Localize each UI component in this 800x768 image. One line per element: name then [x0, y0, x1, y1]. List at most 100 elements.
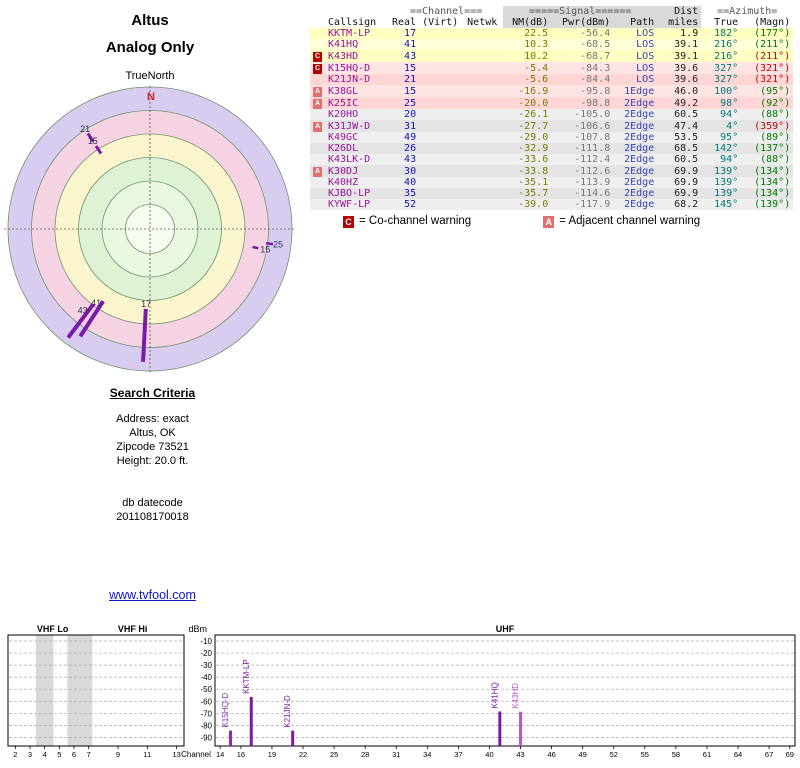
real-channel-cell: 26 [404, 143, 417, 154]
real-channel-cell: 17 [404, 28, 417, 39]
magnetic-azimuth-cell: (89°) [760, 132, 791, 143]
callsign-cell: K40HZ [328, 177, 359, 188]
table-row: K49GC 49 -29.0 -107.8 2Edge 53.5 95° (89°) [310, 132, 794, 143]
adjacent-channel-warning-icon: A [313, 87, 322, 97]
table-row: KKTM-LP 17 22.5 -56.4 LOS 1.9 182° (177°) [310, 28, 794, 39]
power-cell: -111.8 [574, 143, 611, 154]
virtual-channel-cell [419, 50, 461, 62]
warning-cell [310, 199, 325, 210]
virtual-channel-cell [419, 62, 461, 74]
warning-cell [310, 39, 325, 50]
radar-signal-spoke [265, 242, 274, 246]
search-criteria-title: Search Criteria [109, 386, 196, 400]
nm-cell: -20.0 [518, 97, 549, 109]
channel-tick-label: 49 [579, 750, 587, 759]
warning-cell: C [310, 62, 325, 74]
vhf-skip-band [35, 635, 54, 746]
channel-tick-label: 40 [485, 750, 493, 759]
virtual-channel-cell [419, 154, 461, 165]
adjacent-channel-warning-icon: A [313, 122, 322, 132]
signal-bar [519, 711, 523, 746]
column-header [310, 17, 325, 28]
warning-cell [310, 154, 325, 165]
nm-cell: 10.3 [524, 39, 549, 50]
co-channel-warning-icon: C [313, 64, 322, 74]
radar-channel-label: 15 [88, 136, 98, 146]
uhf-panel [214, 634, 796, 747]
y-tick-label: -30 [200, 661, 212, 670]
nm-cell: -35.1 [518, 177, 549, 188]
magnetic-azimuth-cell: (88°) [760, 109, 791, 120]
network-cell [461, 188, 503, 199]
network-cell [461, 109, 503, 120]
channel-tick-label: 31 [392, 750, 400, 759]
real-channel-cell: 15 [404, 85, 417, 97]
column-header: NM(dB) [503, 17, 552, 28]
column-header: Real [392, 17, 417, 28]
network-cell [461, 177, 503, 188]
y-tick-label: -40 [200, 673, 212, 682]
path-cell: LOS [636, 62, 655, 74]
power-cell: -107.8 [574, 132, 611, 143]
true-azimuth-cell: 94° [720, 109, 739, 120]
channel-tick-label: 13 [172, 750, 180, 759]
nm-cell: -5.6 [524, 74, 549, 85]
nm-cell: -35.7 [518, 188, 549, 199]
nm-cell: -5.4 [524, 62, 549, 74]
distance-cell: 49.2 [674, 97, 699, 109]
table-row: K26DL 26 -32.9 -111.8 2Edge 68.5 142° (137°) [310, 143, 794, 154]
radar-channel-label: 17 [141, 299, 151, 309]
channel-tick-label: 6 [72, 750, 76, 759]
group-header-dist: Dist [657, 6, 702, 17]
vhf-hi-label: VHF Hi [118, 624, 148, 634]
callsign-cell: K31JW-D [328, 120, 371, 132]
network-cell [461, 28, 503, 39]
network-cell [461, 85, 503, 97]
channel-tick-label: 55 [641, 750, 649, 759]
magnetic-azimuth-cell: (321°) [754, 62, 791, 74]
channel-tick-label: 7 [87, 750, 91, 759]
distance-cell: 69.9 [674, 177, 699, 188]
channel-tick-label: 58 [672, 750, 680, 759]
channel-tick-label: 64 [734, 750, 742, 759]
path-cell: 2Edge [624, 143, 655, 154]
true-north-label: TrueNorth [125, 70, 175, 82]
path-cell: 2Edge [624, 177, 655, 188]
channel-axis-label: Channel [181, 750, 211, 759]
real-channel-cell: 30 [404, 165, 417, 177]
nm-cell: 22.5 [524, 28, 549, 39]
callsign-cell: K41HQ [328, 39, 359, 50]
table-row: K40HZ 40 -35.1 -113.9 2Edge 69.9 139° (134°) [310, 177, 794, 188]
signal-bar [229, 730, 233, 746]
callsign-cell: K43LK-D [328, 154, 371, 165]
path-cell: 2Edge [624, 154, 655, 165]
distance-cell: 47.4 [674, 120, 699, 132]
column-header: (Virt) [422, 17, 459, 28]
power-cell: -112.4 [574, 154, 611, 165]
table-row: A K25IC 25 -20.0 -98.8 2Edge 49.2 98° (92°) [310, 97, 794, 109]
table-group-header-row: ==Channel=== =====Signal====== Dist ==Azimu… [310, 6, 793, 17]
real-channel-cell: 15 [404, 62, 417, 74]
path-cell: LOS [636, 39, 655, 50]
tvfool-link[interactable]: www.tvfool.com [109, 588, 196, 602]
channel-tick-label: 22 [299, 750, 307, 759]
magnetic-azimuth-cell: (134°) [754, 188, 791, 199]
true-azimuth-cell: 94° [720, 154, 739, 165]
signal-bar-label: K41HQ [490, 682, 499, 708]
path-cell: LOS [636, 74, 655, 85]
nm-cell: -33.6 [518, 154, 549, 165]
network-cell [461, 97, 503, 109]
nm-cell: -33.8 [518, 165, 549, 177]
column-header: True [714, 17, 739, 28]
virtual-channel-cell [419, 165, 461, 177]
network-cell [461, 62, 503, 74]
magnetic-azimuth-cell: (95°) [760, 85, 791, 97]
callsign-cell: KYWF-LP [328, 199, 371, 210]
dbm-axis-label: dBm [188, 624, 207, 634]
real-channel-cell: 41 [404, 39, 417, 50]
signal-bar-label: K43HD [511, 683, 520, 709]
distance-cell: 60.5 [674, 109, 699, 120]
signal-bar-label: K15HQ-D [221, 693, 230, 728]
nm-cell: -29.0 [518, 132, 549, 143]
table-header-row: Callsign Real (Virt) Netwk NM(dB) Pwr(dBm) Pat… [310, 17, 793, 28]
